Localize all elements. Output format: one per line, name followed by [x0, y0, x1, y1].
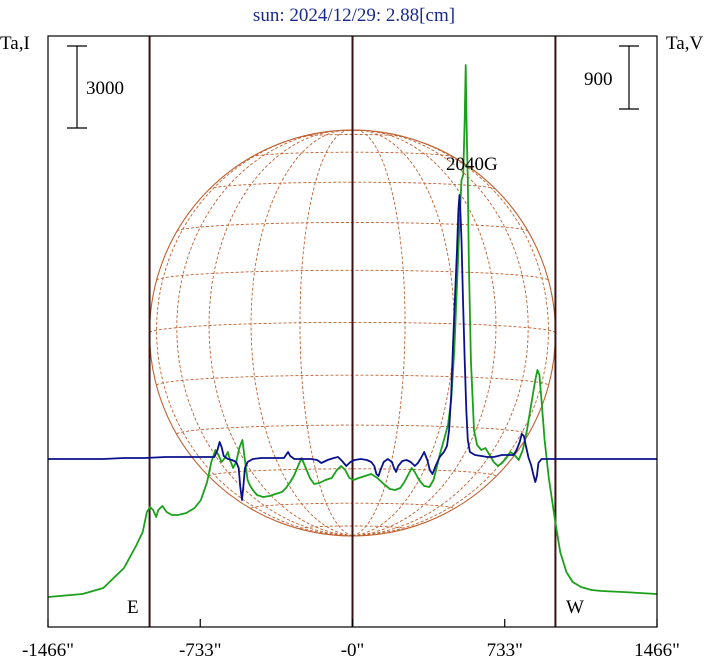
- scale-bar-left: [67, 45, 87, 129]
- meridian-line: [250, 129, 353, 537]
- intensity-series-line: [47, 64, 658, 598]
- x-tick-label: -1466": [22, 640, 74, 661]
- x-tick-label: -733": [179, 640, 222, 661]
- polarization-series-line: [48, 194, 657, 501]
- x-axis-ticks: -1466" -733" -0" 733" 1466": [22, 619, 680, 661]
- x-tick-label: 733": [487, 640, 523, 661]
- meridian-line: [352, 129, 497, 537]
- meridian-line: [156, 129, 353, 537]
- scale-bar-right-label: 900: [584, 69, 613, 90]
- meridian-line: [352, 129, 549, 537]
- limb-east-label: E: [127, 597, 139, 618]
- data-series: [47, 64, 658, 598]
- chart-title: sun: 2024/12/29: 2.88[cm]: [253, 5, 455, 26]
- reference-lines: [148, 36, 557, 627]
- x-tick-label: 1466": [634, 640, 680, 661]
- left-axis-label: Ta,I: [0, 33, 30, 54]
- limb-west-label: W: [566, 597, 584, 618]
- peak-annotation: 2040G: [446, 154, 498, 175]
- meridian-line: [352, 129, 529, 537]
- right-axis-label: Ta,V: [666, 33, 703, 54]
- x-tick-label: -0": [341, 640, 365, 661]
- meridian-line: [176, 129, 353, 537]
- scale-bar-left-label: 3000: [86, 78, 124, 99]
- scale-bar-right: [619, 45, 639, 110]
